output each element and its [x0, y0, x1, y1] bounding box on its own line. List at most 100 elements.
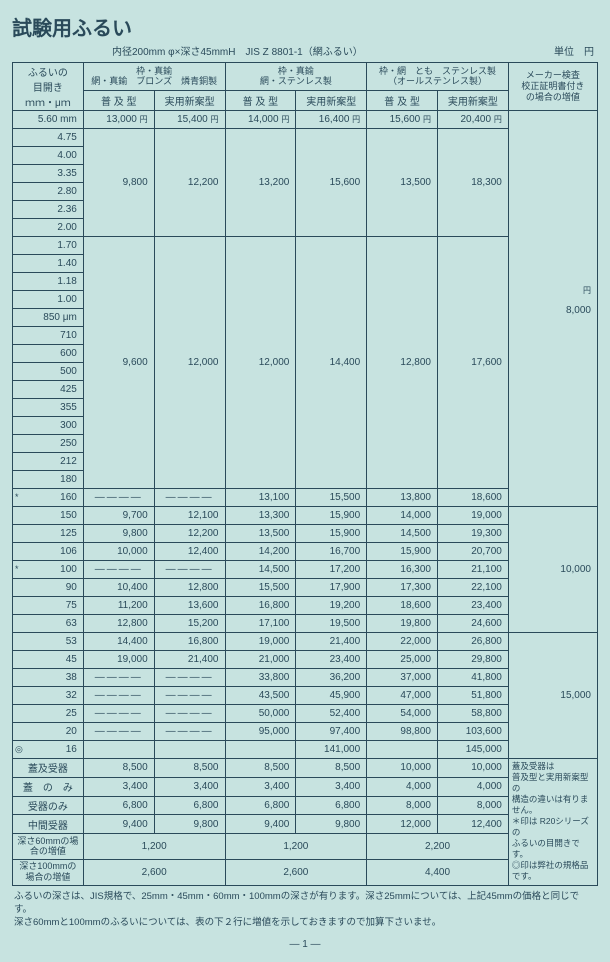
price-cell: 21,100: [438, 561, 509, 579]
price-cell: 17,300: [367, 579, 438, 597]
price-cell: ————: [83, 669, 154, 687]
price-cell: 15,600: [296, 129, 367, 237]
price-cell: 47,000: [367, 687, 438, 705]
price-cell: 12,200: [154, 525, 225, 543]
price-cell: 10,000: [367, 759, 438, 778]
mesh-cell: 53: [13, 633, 84, 651]
price-table: ふるいの目開きｍｍ・μｍ 枠・真鍮網・真鍮 ブロンズ 燐青銅製 枠・真鍮網・ステ…: [12, 62, 598, 886]
price-cell: 16,800: [154, 633, 225, 651]
hdr-group3: 枠・網 とも ステンレス製（オールステンレス製）: [367, 63, 509, 91]
price-cell: 8,000: [438, 796, 509, 815]
mesh-cell: 355: [13, 399, 84, 417]
price-cell: 23,400: [296, 651, 367, 669]
price-cell: 9,800: [296, 815, 367, 834]
depth-val: 2,200: [367, 834, 509, 860]
mesh-cell: 1.00: [13, 291, 84, 309]
price-cell: 10,000: [438, 759, 509, 778]
mesh-cell: 5.60 mm: [13, 111, 84, 129]
price-cell: 12,400: [154, 543, 225, 561]
depth-val: 4,400: [367, 859, 509, 885]
price-cell: ————: [83, 489, 154, 507]
price-cell: 17,200: [296, 561, 367, 579]
extra-cell: 15,000: [508, 633, 597, 759]
mesh-cell: 32: [13, 687, 84, 705]
mesh-cell: 2.36: [13, 201, 84, 219]
price-cell: 33,800: [225, 669, 296, 687]
price-cell: 11,200: [83, 597, 154, 615]
sub-a3: 普 及 型: [367, 90, 438, 110]
hdr-group2: 枠・真鍮網・ステンレス製: [225, 63, 367, 91]
price-cell: 145,000: [438, 741, 509, 759]
price-cell: ————: [83, 723, 154, 741]
price-cell: 12,800: [83, 615, 154, 633]
price-cell: 12,800: [154, 579, 225, 597]
price-cell: 20,400 円: [438, 111, 509, 129]
price-cell: ————: [154, 561, 225, 579]
price-cell: 37,000: [367, 669, 438, 687]
depth-name: 深さ100mmの場合の増値: [13, 859, 84, 885]
unit-label: 単位 円: [554, 43, 594, 58]
price-cell: ————: [154, 705, 225, 723]
mesh-cell: 500: [13, 363, 84, 381]
sub-b2: 実用新案型: [296, 90, 367, 110]
mesh-cell: 150: [13, 507, 84, 525]
price-cell: 12,000: [367, 815, 438, 834]
price-cell: 19,800: [367, 615, 438, 633]
price-cell: 17,600: [438, 237, 509, 489]
price-cell: 19,000: [225, 633, 296, 651]
price-cell: 15,900: [296, 525, 367, 543]
price-cell: 103,600: [438, 723, 509, 741]
mesh-cell: *100: [13, 561, 84, 579]
extra-cell: 10,000: [508, 507, 597, 633]
price-cell: 141,000: [296, 741, 367, 759]
price-cell: 4,000: [438, 777, 509, 796]
price-cell: 9,600: [83, 237, 154, 489]
mesh-cell: *160: [13, 489, 84, 507]
price-cell: 15,900: [367, 543, 438, 561]
price-cell: 15,900: [296, 507, 367, 525]
price-cell: 9,700: [83, 507, 154, 525]
price-cell: 10,400: [83, 579, 154, 597]
price-cell: ————: [154, 669, 225, 687]
price-cell: 19,300: [438, 525, 509, 543]
mesh-cell: 90: [13, 579, 84, 597]
price-cell: 12,200: [154, 129, 225, 237]
price-cell: 22,000: [367, 633, 438, 651]
hdr-group1: 枠・真鍮網・真鍮 ブロンズ 燐青銅製: [83, 63, 225, 91]
acc-name: 蓋 の み: [13, 777, 84, 796]
mesh-cell: 180: [13, 471, 84, 489]
price-cell: 14,400: [83, 633, 154, 651]
sub-header: 内径200mm φ×深さ45mmH JIS Z 8801-1（網ふるい） 単位 …: [12, 43, 598, 62]
mesh-cell: 63: [13, 615, 84, 633]
price-cell: 3,400: [296, 777, 367, 796]
price-cell: 3,400: [225, 777, 296, 796]
price-cell: 9,400: [83, 815, 154, 834]
price-cell: 9,800: [154, 815, 225, 834]
price-cell: 22,100: [438, 579, 509, 597]
price-cell: 19,000: [438, 507, 509, 525]
mesh-cell: 212: [13, 453, 84, 471]
price-cell: 12,800: [367, 237, 438, 489]
mesh-cell: 2.00: [13, 219, 84, 237]
mesh-cell: 25: [13, 705, 84, 723]
price-cell: 8,000: [367, 796, 438, 815]
price-cell: 43,500: [225, 687, 296, 705]
mesh-cell: 250: [13, 435, 84, 453]
page-title: 試験用ふるい: [12, 12, 598, 41]
price-cell: 98,800: [367, 723, 438, 741]
price-cell: ————: [154, 489, 225, 507]
price-cell: 17,100: [225, 615, 296, 633]
price-cell: 21,400: [154, 651, 225, 669]
mesh-cell: 1.40: [13, 255, 84, 273]
price-cell: 6,800: [225, 796, 296, 815]
price-cell: 13,600: [154, 597, 225, 615]
sub-b1: 実用新案型: [154, 90, 225, 110]
price-cell: 41,800: [438, 669, 509, 687]
price-cell: 8,500: [83, 759, 154, 778]
dim-spec: 内径200mm φ×深さ45mmH: [112, 47, 235, 58]
mesh-cell: 125: [13, 525, 84, 543]
mesh-cell: 1.70: [13, 237, 84, 255]
mesh-cell: 4.00: [13, 147, 84, 165]
mesh-cell: 4.75: [13, 129, 84, 147]
sub-b3: 実用新案型: [438, 90, 509, 110]
